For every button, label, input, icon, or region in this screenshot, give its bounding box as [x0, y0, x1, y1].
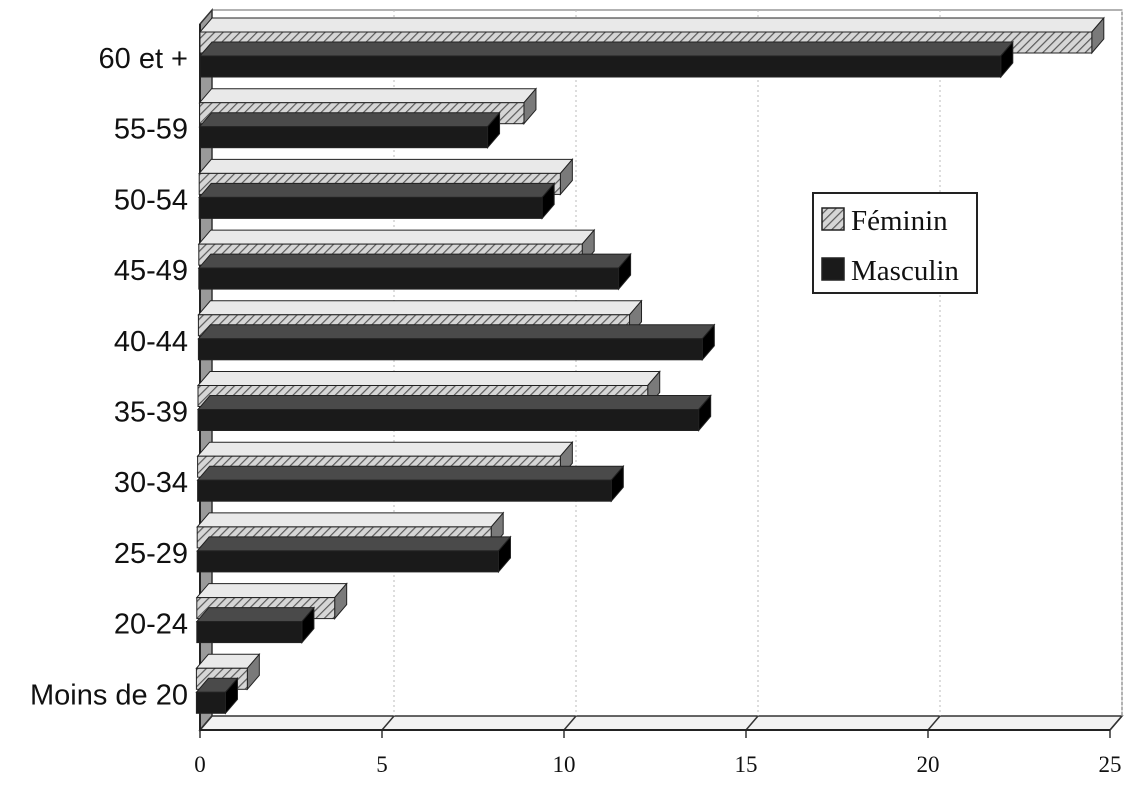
bars [195, 16, 1105, 715]
bar-masculin-top [197, 324, 716, 340]
bar-masculin-top [196, 395, 712, 410]
category-label: 40-44 [114, 326, 188, 358]
x-tick-label: 25 [1099, 752, 1122, 777]
category-label: 25-29 [114, 538, 188, 570]
bar-masculin-front [199, 55, 1002, 78]
bar-masculin [197, 252, 632, 291]
bar-masculin-front [197, 479, 612, 502]
floor-tick [1109, 715, 1123, 731]
bar-masculin-front [197, 338, 703, 361]
bar-masculin-front [196, 550, 499, 573]
bar-masculin-front [197, 409, 700, 431]
floor-tick [199, 715, 213, 731]
x-tick-label: 10 [553, 752, 576, 777]
floor [198, 715, 1124, 731]
bar-feminin-top [198, 17, 1105, 33]
category-label: 35-39 [114, 397, 188, 429]
bar-feminin-top [197, 229, 596, 245]
floor-tick [927, 715, 941, 731]
bar-masculin [198, 182, 556, 220]
bar-masculin-front [196, 621, 303, 644]
bar-masculin [195, 606, 316, 644]
category-label: 60 et + [99, 43, 189, 75]
bar-masculin-front [195, 691, 226, 714]
category-label: Moins de 20 [30, 679, 188, 711]
bar-masculin-top [197, 253, 632, 269]
bar-feminin-top [195, 583, 348, 599]
bar-masculin [198, 111, 501, 150]
bar-masculin-top [198, 41, 1014, 57]
legend-label-feminin: Féminin [851, 205, 948, 237]
x-tick-label: 15 [735, 752, 758, 777]
bar-masculin [197, 323, 716, 362]
bar-masculin [196, 394, 712, 432]
legend-swatch-masculin [821, 257, 845, 281]
x-tick-label: 20 [917, 752, 940, 777]
bar-feminin-top [196, 512, 505, 528]
bar-masculin-front [199, 126, 489, 149]
bar-feminin-top [198, 88, 538, 104]
category-label: 30-34 [114, 467, 188, 499]
bar-feminin-top [196, 441, 574, 457]
bar-masculin-top [195, 607, 316, 623]
category-label: 20-24 [114, 609, 188, 641]
labels: 0 5 10 15 20 25 60 et + 55-59 50-54 45-49 40-44 35-… [30, 43, 1122, 777]
bar-feminin-top [197, 300, 643, 316]
bar-masculin [198, 40, 1014, 79]
bar-masculin-front [198, 267, 620, 290]
bar-feminin-top [198, 158, 574, 174]
floor-tick [563, 715, 577, 731]
bar-masculin-top [196, 465, 625, 481]
category-label: 45-49 [114, 255, 188, 287]
bar-masculin [196, 535, 512, 574]
category-label: 55-59 [114, 114, 188, 146]
legend: Féminin Masculin [812, 192, 978, 294]
floor-tick [745, 715, 759, 731]
bar-masculin [196, 464, 625, 503]
bar-masculin-top [198, 112, 501, 128]
legend-label-masculin: Masculin [851, 255, 959, 287]
bar-masculin [195, 676, 239, 715]
bar-feminin-top [196, 371, 661, 386]
bar-masculin-front [198, 196, 543, 219]
floor-tick [381, 715, 395, 731]
legend-swatch-feminin [821, 207, 845, 231]
bar-masculin-top [198, 182, 556, 198]
bar-masculin-top [196, 536, 512, 552]
x-tick-label: 0 [194, 752, 206, 777]
x-tick-label: 5 [376, 752, 388, 777]
category-label: 50-54 [114, 184, 188, 216]
